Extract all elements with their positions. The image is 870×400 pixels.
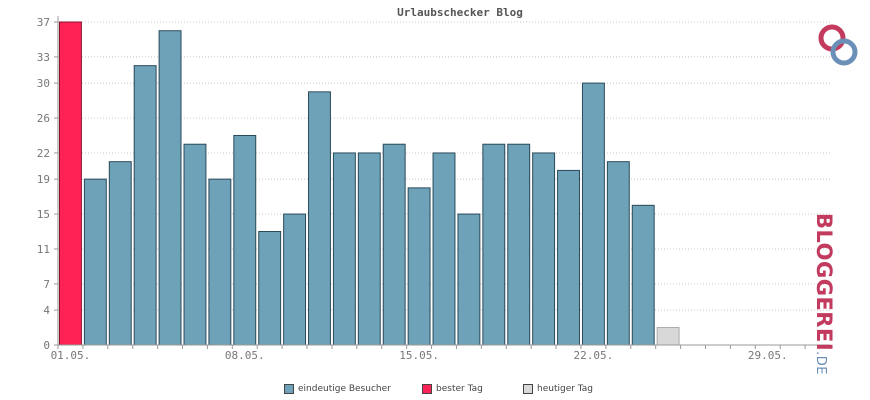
y-tick-label: 26 — [37, 112, 50, 125]
legend-label-best-day: bester Tag — [436, 384, 483, 394]
bloggerei-logo-icon — [818, 24, 858, 66]
bar-13.05. — [357, 152, 381, 346]
bar-12.05. — [332, 152, 356, 346]
x-tick-label: 08.05. — [225, 349, 265, 362]
legend-item-visitors: eindeutige Besucher — [284, 384, 391, 394]
bar-10.05. — [283, 213, 307, 346]
legend: eindeutige Besucher bester Tag heutiger … — [0, 384, 870, 400]
bar-04.05. — [133, 65, 157, 346]
x-axis-ticks: 01.05. 08.05. 15.05. 22.05. 29.05. — [51, 345, 831, 362]
y-tick-label: 0 — [43, 339, 50, 352]
bar-07.05. — [208, 178, 232, 346]
legend-label-today: heutiger Tag — [537, 384, 594, 394]
bar-22.05. — [581, 82, 605, 346]
bar-18.05. — [482, 143, 506, 346]
bar-21.05. — [557, 169, 580, 346]
legend-swatch-visitors — [284, 384, 294, 394]
y-axis-ticks: 0 4 7 11 15 19 22 26 30 33 37 — [37, 16, 58, 352]
bar-19.05. — [507, 143, 531, 346]
chart-title: Urlaubschecker Blog — [397, 6, 523, 19]
bar-16.05. — [432, 152, 456, 346]
bar-17.05. — [457, 213, 481, 346]
y-tick-label: 11 — [37, 243, 50, 256]
bars — [59, 21, 680, 346]
y-tick-label: 37 — [37, 16, 50, 29]
bar-25.05. — [656, 327, 680, 346]
bar-15.05. — [407, 187, 431, 346]
y-tick-label: 7 — [43, 278, 50, 291]
bar-05.05. — [158, 30, 182, 346]
y-tick-label: 33 — [37, 51, 50, 64]
y-tick-label: 4 — [43, 304, 50, 317]
x-tick-label: 15.05. — [399, 349, 439, 362]
y-tick-label: 22 — [37, 147, 50, 160]
bloggerei-logo-text: BLOGGEREI.DE — [812, 213, 836, 375]
y-tick-label: 15 — [37, 208, 50, 221]
legend-label-visitors: eindeutige Besucher — [298, 384, 391, 394]
x-tick-label: 22.05. — [574, 349, 614, 362]
bar-01.05. — [59, 21, 82, 346]
logo-main-text: BLOGGEREI — [812, 213, 836, 352]
x-tick-label: 29.05. — [748, 349, 788, 362]
y-tick-label: 19 — [37, 173, 50, 186]
bar-20.05. — [532, 152, 556, 346]
legend-swatch-best-day — [422, 384, 432, 394]
bar-02.05. — [83, 178, 107, 346]
axes — [57, 16, 830, 346]
bar-03.05. — [108, 161, 132, 346]
bar-11.05. — [308, 91, 331, 346]
x-tick-label: 01.05. — [51, 349, 91, 362]
bar-23.05. — [606, 161, 630, 346]
bar-09.05. — [258, 231, 282, 346]
bar-24.05. — [631, 204, 655, 346]
legend-item-today: heutiger Tag — [523, 384, 593, 394]
y-tick-label: 30 — [37, 77, 50, 90]
bar-14.05. — [382, 143, 406, 346]
bar-08.05. — [233, 134, 257, 346]
legend-swatch-today — [523, 384, 533, 394]
bloggerei-logo: BLOGGEREI.DE — [812, 18, 866, 375]
bar-06.05. — [183, 143, 207, 346]
logo-tld-text: .DE — [813, 351, 828, 375]
legend-item-best-day: bester Tag — [422, 384, 483, 394]
